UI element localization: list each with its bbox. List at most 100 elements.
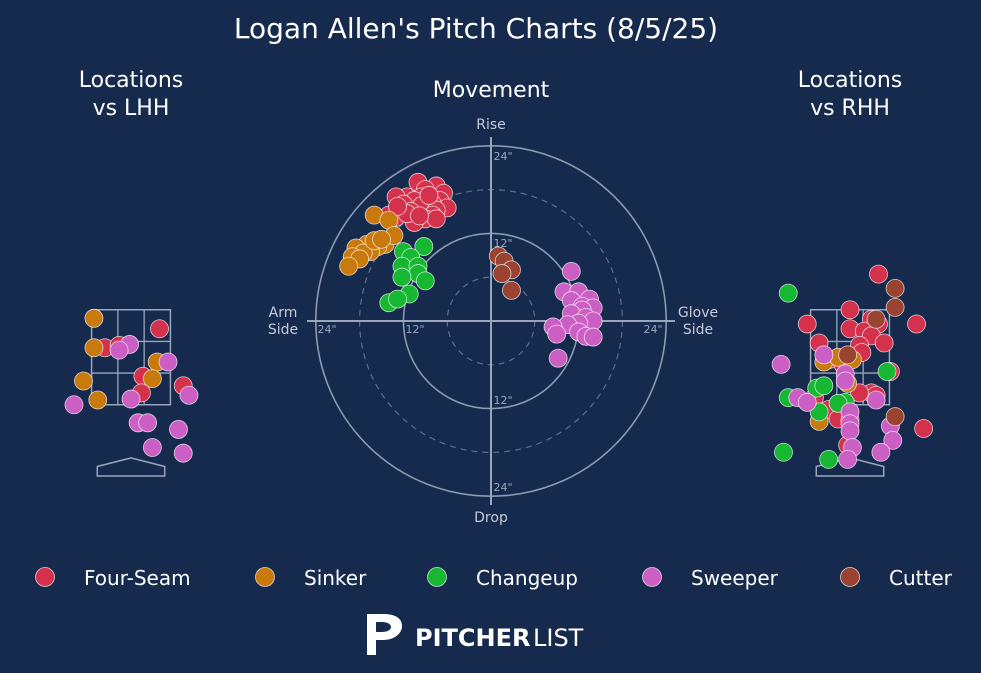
arm-side-label-line2: Side [268, 322, 298, 338]
lhh-point-sweeper [179, 385, 199, 405]
movement-point-four-seam [388, 196, 407, 216]
movement-point-changeup [415, 271, 435, 291]
legend-label: Four-Seam [84, 566, 191, 590]
rhh-title-line2: vs RHH [810, 96, 890, 121]
lhh-point-sinker [84, 308, 104, 328]
rise-label: Rise [476, 117, 506, 133]
legend-item-sweeper: Sweeper [642, 566, 779, 590]
rhh-point-four-seam [907, 314, 926, 334]
rhh-point-four-seam [914, 419, 934, 438]
movement-point-four-seam [426, 209, 446, 229]
rhh-point-four-seam [874, 333, 894, 353]
lhh-point-sinker [84, 338, 104, 358]
lhh-point-sinker [142, 369, 162, 389]
movement-rings [307, 137, 675, 505]
rhh-point-sweeper [840, 421, 860, 441]
rhh-point-sweeper [883, 430, 903, 450]
figure-title: Logan Allen's Pitch Charts (8/5/25) [234, 12, 718, 45]
brand-name-strong: PITCHER [415, 624, 530, 652]
glove-side-label-line2: Side [683, 322, 713, 338]
legend-label: Sinker [304, 566, 367, 590]
lhh-point-sweeper [142, 438, 162, 457]
legend-item-changeup: Changeup [427, 566, 578, 590]
locations-vs-lhh-chart: Locations vs LHH [64, 68, 199, 477]
lhh-point-sinker [88, 390, 108, 410]
legend-marker [840, 567, 860, 587]
lhh-title-line1: Locations [79, 68, 184, 93]
pitcherlist-p-icon [367, 614, 402, 655]
legend: Four-Seam Sinker Changeup Sweeper Cutter [35, 566, 953, 590]
lhh-point-sweeper [109, 340, 129, 360]
locations-vs-rhh-chart: Locations vs RHH [771, 68, 934, 477]
movement-point-sweeper [583, 327, 603, 347]
legend-label: Changeup [476, 566, 578, 590]
movement-point-sweeper [548, 348, 568, 368]
rhh-point-changeup [819, 449, 839, 469]
lhh-plate-outline [96, 457, 166, 477]
legend-marker [642, 567, 662, 587]
rhh-point-cutter [885, 407, 905, 427]
legend-marker [427, 567, 447, 587]
pitcherlist-logo: PITCHER LIST [367, 614, 584, 655]
ring-label-top-24: 24" [493, 150, 512, 163]
movement-point-changeup [392, 267, 412, 287]
movement-point-sinker [339, 256, 359, 276]
arm-side-label-line1: Arm [269, 305, 298, 321]
brand-name-light: LIST [533, 624, 584, 652]
ring-label-left-24: 24" [317, 323, 336, 336]
lhh-point-sweeper [64, 395, 84, 415]
legend-label: Cutter [889, 566, 953, 590]
legend-marker [35, 567, 55, 587]
ring-label-bottom-24: 24" [493, 481, 512, 494]
rhh-point-cutter [866, 309, 886, 329]
lhh-point-sweeper [158, 352, 178, 372]
movement-chart: Movement Rise Drop Arm Side Glove Side 2… [268, 78, 718, 526]
rhh-point-sweeper [835, 371, 855, 391]
legend-item-cutter: Cutter [840, 566, 953, 590]
rhh-point-four-seam [840, 300, 860, 320]
rhh-point-changeup [877, 362, 897, 381]
legend-label: Sweeper [691, 566, 779, 590]
legend-item-four-seam: Four-Seam [35, 566, 191, 590]
rhh-point-sweeper [771, 354, 791, 374]
movement-point-cutter [492, 264, 512, 283]
lhh-point-sweeper [121, 389, 141, 409]
rhh-point-sweeper [814, 345, 834, 365]
drop-label: Drop [474, 510, 508, 526]
lhh-point-sweeper [173, 443, 193, 463]
lhh-title-line2: vs LHH [93, 96, 170, 121]
rhh-point-cutter [885, 278, 905, 298]
rhh-title-line1: Locations [798, 68, 903, 93]
rhh-point-sweeper [797, 392, 817, 412]
rhh-point-sweeper [866, 390, 886, 410]
movement-pitch-points [339, 172, 603, 368]
rhh-pitch-points [771, 264, 934, 469]
rhh-point-sweeper [838, 449, 858, 469]
rhh-point-changeup [778, 283, 798, 303]
rhh-point-four-seam [797, 314, 817, 334]
rhh-point-sweeper [871, 442, 891, 462]
rhh-point-changeup [774, 442, 793, 462]
rhh-plate-outline [815, 457, 885, 477]
lhh-point-sweeper [138, 413, 158, 433]
lhh-home-plate [96, 457, 166, 477]
rhh-home-plate [815, 457, 885, 477]
movement-point-changeup [388, 289, 407, 309]
glove-side-label-line1: Glove [678, 305, 718, 321]
ring-label-bottom-12: 12" [493, 394, 512, 407]
rhh-point-cutter [838, 345, 858, 365]
lhh-point-sinker [74, 371, 93, 391]
rhh-point-cutter [885, 297, 905, 317]
ring-label-left-12: 12" [405, 323, 424, 336]
movement-point-changeup [414, 237, 434, 256]
movement-point-four-seam [410, 206, 429, 226]
rhh-point-changeup [814, 376, 834, 396]
legend-marker [255, 567, 275, 587]
legend-item-sinker: Sinker [255, 566, 367, 590]
ring-label-right-24: 24" [643, 323, 662, 336]
movement-title: Movement [433, 78, 550, 103]
movement-point-sweeper [561, 261, 581, 281]
lhh-point-four-seam [150, 319, 169, 339]
movement-point-four-seam [419, 186, 439, 205]
